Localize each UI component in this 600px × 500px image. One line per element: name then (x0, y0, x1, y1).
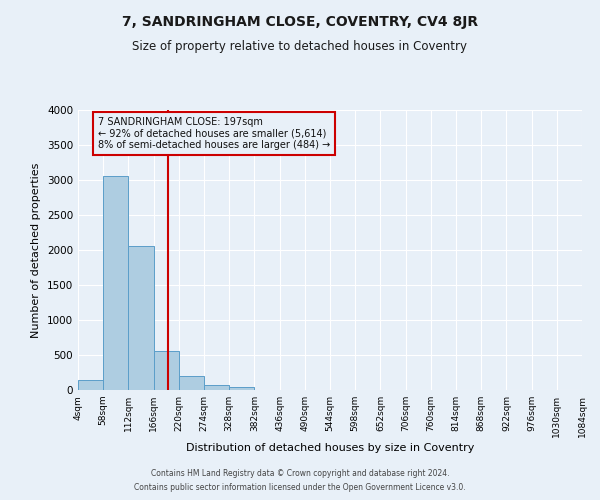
Bar (204, 386, 229, 390)
Bar (103, 176, 128, 390)
Text: 7 SANDRINGHAM CLOSE: 197sqm
← 92% of detached houses are smaller (5,614)
8% of s: 7 SANDRINGHAM CLOSE: 197sqm ← 92% of det… (98, 117, 331, 150)
Y-axis label: Number of detached properties: Number of detached properties (31, 162, 41, 338)
Text: 7, SANDRINGHAM CLOSE, COVENTRY, CV4 8JR: 7, SANDRINGHAM CLOSE, COVENTRY, CV4 8JR (122, 15, 478, 29)
Text: Contains public sector information licensed under the Open Government Licence v3: Contains public sector information licen… (134, 484, 466, 492)
Bar (128, 246, 154, 390)
Bar (179, 376, 204, 390)
X-axis label: Distribution of detached houses by size in Coventry: Distribution of detached houses by size … (186, 442, 474, 452)
Bar (229, 387, 254, 390)
Bar (78, 380, 103, 390)
Text: Size of property relative to detached houses in Coventry: Size of property relative to detached ho… (133, 40, 467, 53)
Bar (154, 351, 179, 390)
Text: Contains HM Land Registry data © Crown copyright and database right 2024.: Contains HM Land Registry data © Crown c… (151, 468, 449, 477)
